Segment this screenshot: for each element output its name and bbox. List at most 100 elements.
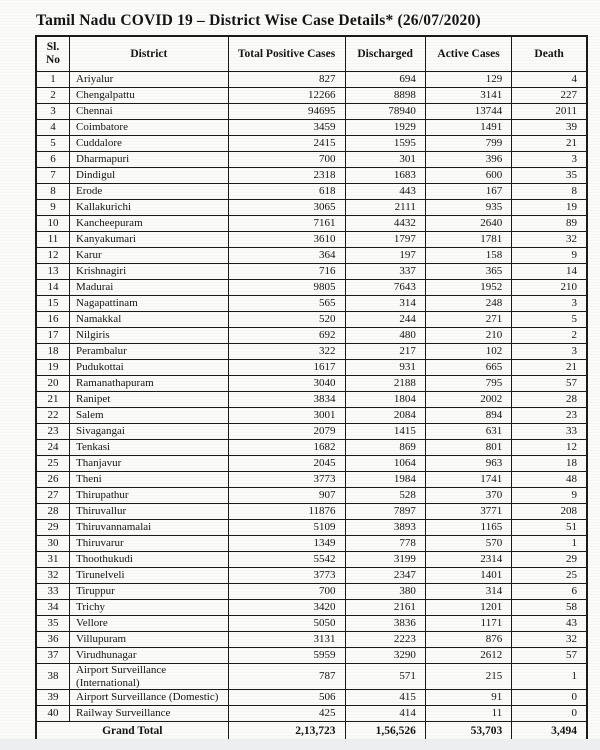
- cell-discharged: 931: [344, 359, 426, 376]
- cell-discharged: 1929: [344, 119, 426, 136]
- cell-district: Thiruvannamalai: [69, 519, 229, 536]
- cell-district: Salem: [69, 407, 229, 424]
- cell-district: Chengalpattu: [69, 87, 229, 104]
- cell-active: 799: [424, 135, 513, 152]
- table-row: 4 Coimbatore 3459 1929 1491 39: [35, 119, 588, 136]
- table-row: 34 Trichy 3420 2161 1201 58: [35, 599, 588, 616]
- cell-total-positive: 700: [227, 151, 346, 168]
- cell-discharged: 8898: [344, 87, 426, 104]
- cell-death: 2: [511, 327, 588, 344]
- cell-active: 963: [424, 455, 513, 472]
- cell-active: 102: [424, 343, 513, 360]
- cell-death: 9: [511, 487, 588, 504]
- report-page: Tamil Nadu COVID 19 – District Wise Case…: [35, 12, 588, 741]
- table-row: 23 Sivagangai 2079 1415 631 33: [35, 423, 588, 440]
- cell-discharged: 301: [344, 151, 426, 168]
- table-row: 20 Ramanathapuram 3040 2188 795 57: [35, 375, 588, 392]
- cell-active: 2314: [424, 551, 513, 568]
- cell-death: 57: [511, 375, 588, 392]
- cell-active: 3771: [424, 503, 513, 520]
- cell-active: 600: [424, 167, 513, 184]
- table-row: 25 Thanjavur 2045 1064 963 18: [35, 455, 588, 472]
- cell-total-positive: 716: [227, 263, 346, 280]
- cell-active: 935: [424, 199, 513, 216]
- cell-district: Tirunelveli: [69, 567, 229, 584]
- cell-district: Dindigul: [69, 167, 229, 184]
- cell-district: Sivagangai: [69, 423, 229, 440]
- table-row: 7 Dindigul 2318 1683 600 35: [35, 167, 588, 184]
- cell-district: Pudukottai: [69, 359, 229, 376]
- cell-death: 3: [511, 151, 588, 168]
- cell-total-positive: 425: [227, 705, 346, 722]
- cell-death: 32: [511, 231, 588, 248]
- covid-district-table: Sl. No District Total Positive Cases Dis…: [35, 35, 588, 741]
- cell-sl-no: 30: [35, 535, 71, 552]
- cell-sl-no: 9: [35, 199, 71, 216]
- table-row: 10 Kancheepuram 7161 4432 2640 89: [35, 215, 588, 232]
- cell-active: 1491: [424, 119, 513, 136]
- cell-district: Thanjavur: [69, 455, 229, 472]
- cell-district: Tiruppur: [69, 583, 229, 600]
- cell-death: 12: [511, 439, 588, 456]
- cell-district: Namakkal: [69, 311, 229, 328]
- cell-death: 8: [511, 183, 588, 200]
- cell-discharged: 3836: [344, 615, 426, 632]
- cell-death: 35: [511, 167, 588, 184]
- cell-total-positive: 1682: [227, 439, 346, 456]
- cell-total-positive: 322: [227, 343, 346, 360]
- table-row: 1 Ariyalur 827 694 129 4: [35, 71, 588, 88]
- cell-sl-no: 31: [35, 551, 71, 568]
- cell-sl-no: 21: [35, 391, 71, 408]
- cell-active: 801: [424, 439, 513, 456]
- cell-death: 1: [511, 663, 588, 690]
- table-row: 16 Namakkal 520 244 271 5: [35, 311, 588, 328]
- cell-total-positive: 3131: [227, 631, 346, 648]
- cell-active: 365: [424, 263, 513, 280]
- cell-death: 28: [511, 391, 588, 408]
- cell-total-positive: 506: [227, 689, 346, 706]
- cell-discharged: 2111: [344, 199, 426, 216]
- grand-total-discharged: 1,56,526: [344, 721, 426, 741]
- table-row: 8 Erode 618 443 167 8: [35, 183, 588, 200]
- cell-district: Perambalur: [69, 343, 229, 360]
- cell-discharged: 380: [344, 583, 426, 600]
- cell-total-positive: 3459: [227, 119, 346, 136]
- table-row: 35 Vellore 5050 3836 1171 43: [35, 615, 588, 632]
- table-header: Sl. No District Total Positive Cases Dis…: [35, 35, 588, 72]
- table-row: 17 Nilgiris 692 480 210 2: [35, 327, 588, 344]
- cell-total-positive: 3610: [227, 231, 346, 248]
- cell-active: 11: [424, 705, 513, 722]
- cell-active: 1781: [424, 231, 513, 248]
- cell-discharged: 2188: [344, 375, 426, 392]
- cell-discharged: 3893: [344, 519, 426, 536]
- cell-sl-no: 19: [35, 359, 71, 376]
- table-row: 30 Thiruvarur 1349 778 570 1: [35, 535, 588, 552]
- cell-discharged: 694: [344, 71, 426, 88]
- cell-death: 21: [511, 359, 588, 376]
- table-row: 2 Chengalpattu 12266 8898 3141 227: [35, 87, 588, 104]
- cell-active: 13744: [424, 103, 513, 120]
- cell-sl-no: 13: [35, 263, 71, 280]
- cell-discharged: 337: [344, 263, 426, 280]
- header-row: Sl. No District Total Positive Cases Dis…: [35, 35, 588, 72]
- cell-sl-no: 39: [35, 689, 71, 706]
- cell-total-positive: 907: [227, 487, 346, 504]
- cell-sl-no: 15: [35, 295, 71, 312]
- cell-sl-no: 40: [35, 705, 71, 722]
- cell-active: 396: [424, 151, 513, 168]
- cell-sl-no: 29: [35, 519, 71, 536]
- col-header-discharged: Discharged: [344, 35, 426, 72]
- cell-active: 314: [424, 583, 513, 600]
- cell-discharged: 415: [344, 689, 426, 706]
- cell-total-positive: 2079: [227, 423, 346, 440]
- table-row: 9 Kallakurichi 3065 2111 935 19: [35, 199, 588, 216]
- cell-total-positive: 5109: [227, 519, 346, 536]
- cell-active: 158: [424, 247, 513, 264]
- cell-district: Thirupathur: [69, 487, 229, 504]
- cell-death: 23: [511, 407, 588, 424]
- cell-district: Coimbatore: [69, 119, 229, 136]
- cell-sl-no: 6: [35, 151, 71, 168]
- cell-active: 894: [424, 407, 513, 424]
- cell-active: 795: [424, 375, 513, 392]
- cell-sl-no: 14: [35, 279, 71, 296]
